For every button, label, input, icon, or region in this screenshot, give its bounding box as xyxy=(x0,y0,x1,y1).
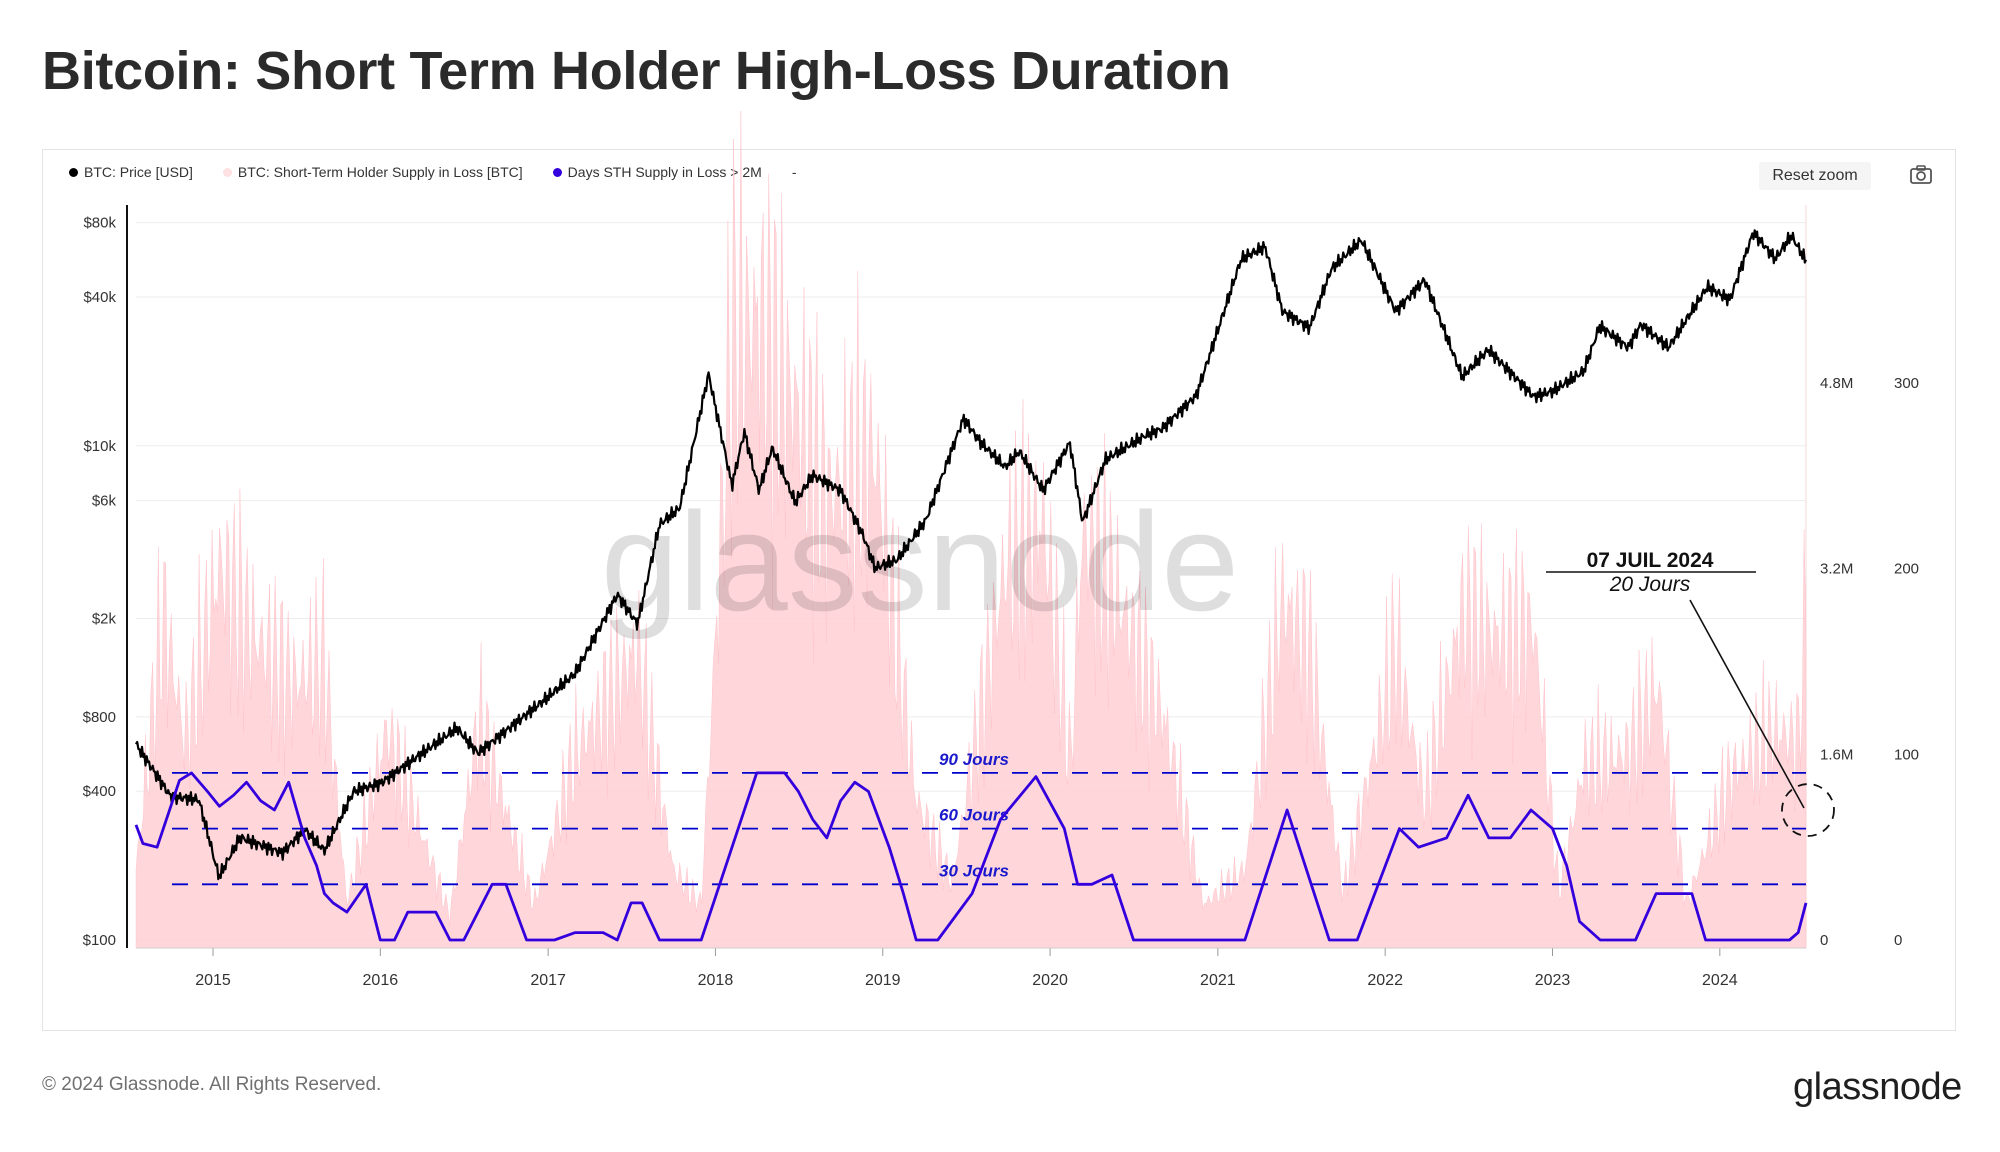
supply-tick-label: 3.2M xyxy=(1820,561,1853,578)
x-tick-label: 2020 xyxy=(1032,972,1068,989)
threshold-label-60: 60 Jours xyxy=(939,806,1009,825)
legend-label-extra: - xyxy=(791,164,797,180)
days-tick-label: 300 xyxy=(1894,375,1919,392)
threshold-label-90: 90 Jours xyxy=(939,750,1009,769)
supply-tick-label: 1.6M xyxy=(1820,746,1853,763)
supply-tick-label: 4.8M xyxy=(1820,375,1853,392)
legend-dot-supply xyxy=(222,167,232,177)
annotation-date: 07 JUIL 2024 xyxy=(1587,549,1714,572)
supply-tick-label: 0 xyxy=(1820,932,1828,949)
legend-item-price[interactable]: BTC: Price [USD] xyxy=(69,164,193,180)
days-tick-label: 100 xyxy=(1894,746,1919,763)
price-tick-label: $2k xyxy=(92,611,117,628)
watermark: glassnode xyxy=(601,483,1239,640)
glassnode-logo: glassnode xyxy=(1793,1066,1962,1108)
days-in-loss-line xyxy=(134,771,1808,942)
camera-icon[interactable] xyxy=(1909,164,1933,186)
legend-item-days[interactable]: Days STH Supply in Loss > 2M xyxy=(552,164,762,180)
legend-label-supply: BTC: Short-Term Holder Supply in Loss [B… xyxy=(237,164,523,180)
legend-item-supply[interactable]: BTC: Short-Term Holder Supply in Loss [B… xyxy=(222,164,523,180)
x-tick-label: 2016 xyxy=(363,972,399,989)
x-tick-label: 2022 xyxy=(1367,972,1403,989)
reset-zoom-button[interactable]: Reset zoom xyxy=(1759,162,1871,190)
x-tick-label: 2015 xyxy=(195,972,231,989)
page-title: Bitcoin: Short Term Holder High-Loss Dur… xyxy=(42,41,1231,101)
annotation-arrow xyxy=(1689,599,1805,809)
legend-item-extra[interactable]: - xyxy=(792,164,797,180)
legend-dot-price xyxy=(69,167,78,177)
x-tick-label: 2021 xyxy=(1200,972,1236,989)
x-tick-label: 2018 xyxy=(698,972,734,989)
price-tick-label: $400 xyxy=(83,783,116,800)
price-line xyxy=(135,229,1808,881)
price-tick-label: $40k xyxy=(83,289,116,306)
chart-svg: glassnode 90 Jours 60 Jours 30 Jours $100 $40… xyxy=(83,110,1919,989)
price-tick-label: $10k xyxy=(83,438,116,455)
copyright-text: © 2024 Glassnode. All Rights Reserved. xyxy=(42,1074,382,1095)
annotation-circle xyxy=(1781,783,1835,837)
x-tick-label: 2024 xyxy=(1702,972,1738,989)
chart-panel: BTC: Price [USD] BTC: Short-Term Holder … xyxy=(42,149,1956,1031)
x-tick-label: 2019 xyxy=(865,972,901,989)
days-tick-label: 0 xyxy=(1894,932,1902,949)
x-tick-label: 2023 xyxy=(1535,972,1571,989)
threshold-label-30: 30 Jours xyxy=(939,861,1009,880)
price-tick-label: $800 xyxy=(83,709,116,726)
price-tick-label: $80k xyxy=(83,215,116,232)
chart-legend: BTC: Price [USD] BTC: Short-Term Holder … xyxy=(69,164,796,180)
legend-label-days: Days STH Supply in Loss > 2M xyxy=(567,164,762,180)
days-tick-label: 200 xyxy=(1894,561,1919,578)
legend-label-price: BTC: Price [USD] xyxy=(84,164,193,180)
supply-in-loss-area xyxy=(135,110,1807,949)
x-tick-label: 2017 xyxy=(530,972,566,989)
annotation-value: 20 Jours xyxy=(1609,573,1691,596)
legend-dot-days xyxy=(552,167,562,177)
price-tick-label: $6k xyxy=(92,493,117,510)
price-tick-label: $100 xyxy=(83,932,116,949)
